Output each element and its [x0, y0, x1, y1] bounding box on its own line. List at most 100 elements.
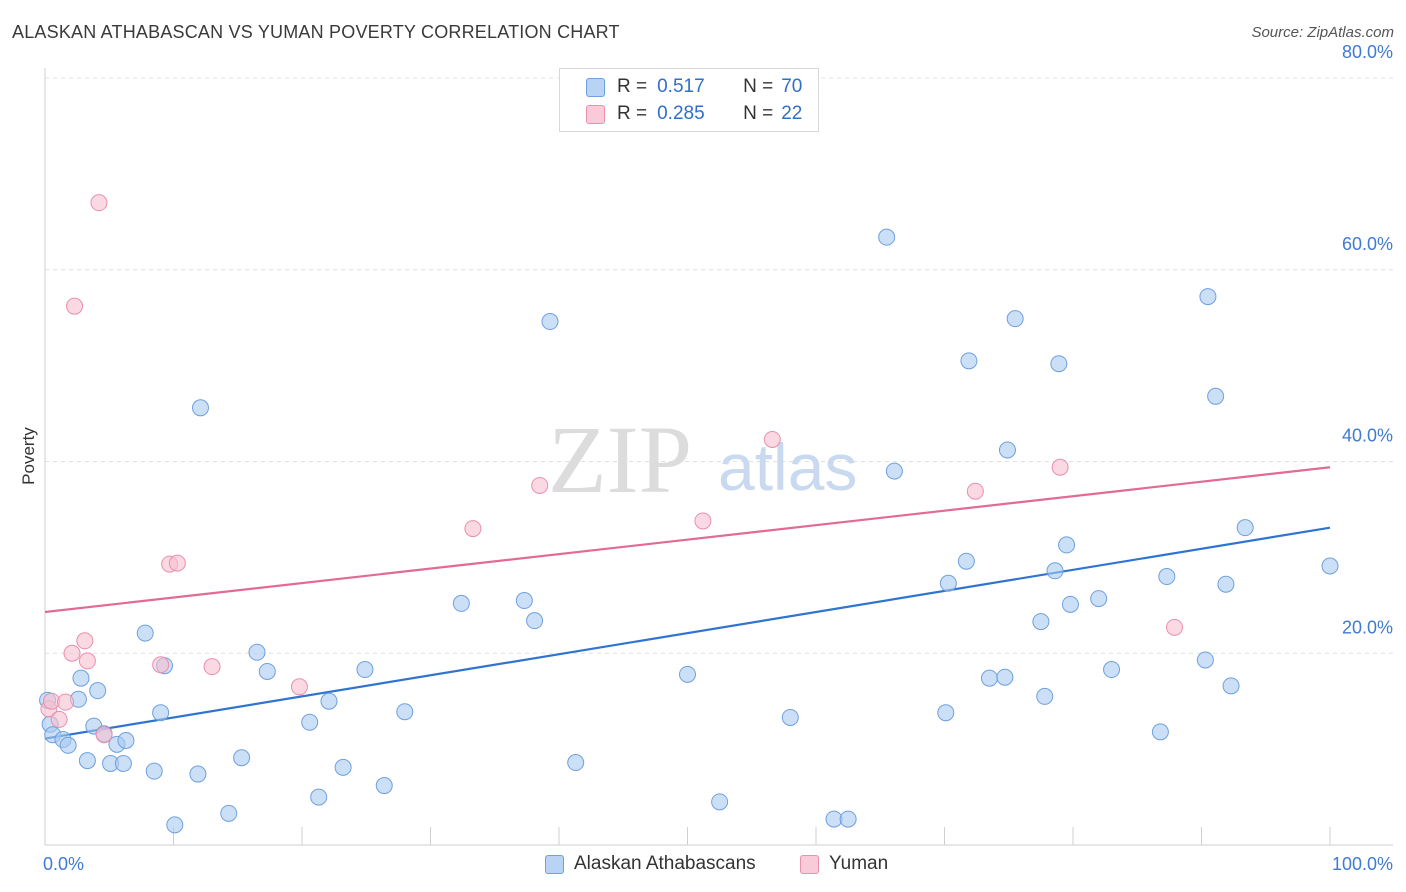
data-point	[1036, 687, 1054, 705]
y-tick-label: 60.0%	[1342, 234, 1393, 254]
bottom-legend-label: Yuman	[829, 853, 889, 874]
bottom-legend-label: Alaskan Athabascans	[574, 853, 756, 874]
data-point	[885, 462, 903, 480]
data-point	[966, 482, 984, 500]
data-point	[1196, 651, 1214, 669]
bottom-legend-alaskan-athabascans: Alaskan Athabascans	[545, 852, 756, 876]
data-point	[310, 788, 328, 806]
legend-n-value: 70	[781, 76, 803, 97]
data-point	[301, 713, 319, 731]
legend-n-label: N =	[743, 76, 774, 97]
data-point	[531, 476, 549, 494]
trend-line-yuman	[44, 466, 1331, 614]
legend-r-label: R =	[617, 103, 648, 124]
data-point	[233, 749, 251, 767]
data-point	[1103, 661, 1121, 679]
data-point	[781, 708, 799, 726]
chart-title: ALASKAN ATHABASCAN VS YUMAN POVERTY CORR…	[12, 22, 620, 42]
data-point	[763, 430, 781, 448]
data-point	[998, 441, 1016, 459]
data-point	[939, 574, 957, 592]
data-point	[1207, 387, 1225, 405]
data-point	[679, 665, 696, 683]
data-point	[220, 804, 238, 822]
data-point	[78, 752, 96, 770]
data-point	[320, 692, 338, 710]
data-point	[168, 554, 186, 572]
data-point	[1061, 595, 1079, 613]
source-credit: Source: ZipAtlas.com	[1251, 24, 1394, 41]
y-tick-label: 40.0%	[1342, 426, 1393, 446]
axis-labels: 20.0% 40.0% 60.0% 80.0% 0.0% 100.0%	[43, 42, 1393, 874]
series-alaskan-athabascans-points	[39, 228, 1339, 834]
data-point	[189, 765, 207, 783]
legend-n-label: N =	[743, 103, 774, 124]
data-point	[1032, 613, 1050, 631]
data-point	[1006, 310, 1024, 328]
data-point	[72, 669, 90, 687]
data-point	[42, 692, 60, 710]
data-point	[375, 777, 393, 795]
data-point	[694, 512, 712, 530]
data-point	[396, 703, 414, 721]
data-point	[89, 682, 107, 700]
data-point	[290, 678, 308, 696]
y-tick-label: 80.0%	[1342, 42, 1393, 62]
data-point	[1158, 568, 1176, 586]
legend-r-label: R =	[617, 76, 648, 97]
data-point	[258, 662, 276, 680]
data-point	[960, 352, 978, 370]
data-point	[711, 793, 729, 811]
legend-n-value: 22	[781, 103, 803, 124]
data-point	[1321, 557, 1339, 575]
data-point	[1051, 458, 1069, 476]
data-point	[1050, 355, 1068, 373]
data-point	[203, 658, 221, 676]
legend-row-alaskan-athabascans: R = 0.517 N = 70	[586, 75, 802, 99]
data-point	[191, 399, 209, 417]
data-point	[334, 758, 352, 776]
data-point	[1236, 519, 1254, 537]
trend-lines	[44, 466, 1331, 740]
y-tick-label: 20.0%	[1342, 617, 1393, 637]
data-point	[145, 762, 163, 780]
data-point	[1046, 562, 1064, 580]
data-point	[1090, 590, 1108, 608]
data-point	[59, 736, 77, 754]
data-point	[76, 632, 94, 650]
data-point	[464, 520, 482, 538]
x-tick-label: 0.0%	[43, 854, 84, 874]
data-point	[937, 704, 955, 722]
data-point	[1058, 536, 1076, 554]
data-point	[166, 816, 184, 834]
data-point	[996, 668, 1014, 686]
data-point	[526, 612, 544, 630]
data-point	[95, 726, 113, 744]
bottom-legend-swatch-blue	[545, 854, 564, 874]
data-point	[1222, 677, 1240, 695]
watermark: ZIP atlas	[548, 406, 857, 513]
data-point	[117, 731, 135, 749]
data-point	[152, 704, 170, 722]
data-point	[980, 669, 998, 687]
data-point	[957, 552, 975, 570]
data-point	[114, 755, 132, 773]
data-point	[567, 754, 585, 772]
legend-r-value: 0.285	[657, 103, 705, 124]
data-point	[878, 228, 896, 246]
data-point	[57, 693, 75, 711]
grid-lines	[45, 77, 1393, 654]
data-point	[1199, 288, 1217, 306]
series-yuman-points	[40, 194, 1184, 744]
data-point	[152, 656, 170, 674]
data-point	[90, 194, 108, 212]
watermark-atlas: atlas	[718, 430, 857, 504]
bottom-legend-swatch-pink	[800, 854, 819, 874]
data-point	[248, 643, 266, 661]
data-point	[63, 644, 81, 662]
data-point	[452, 594, 470, 612]
correlation-legend: R = 0.517 N = 70 R = 0.285 N = 22	[559, 68, 819, 132]
data-point	[1151, 723, 1169, 741]
legend-row-yuman: R = 0.285 N = 22	[586, 102, 802, 126]
